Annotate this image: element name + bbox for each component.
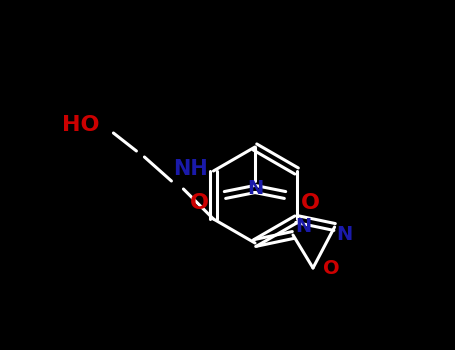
Text: N: N xyxy=(247,180,263,198)
Text: HO: HO xyxy=(62,115,100,135)
Text: O: O xyxy=(190,193,209,213)
Text: N: N xyxy=(295,217,311,237)
Text: O: O xyxy=(323,259,339,278)
Text: N: N xyxy=(337,225,353,245)
Text: O: O xyxy=(301,193,320,213)
Text: NH: NH xyxy=(173,159,208,179)
